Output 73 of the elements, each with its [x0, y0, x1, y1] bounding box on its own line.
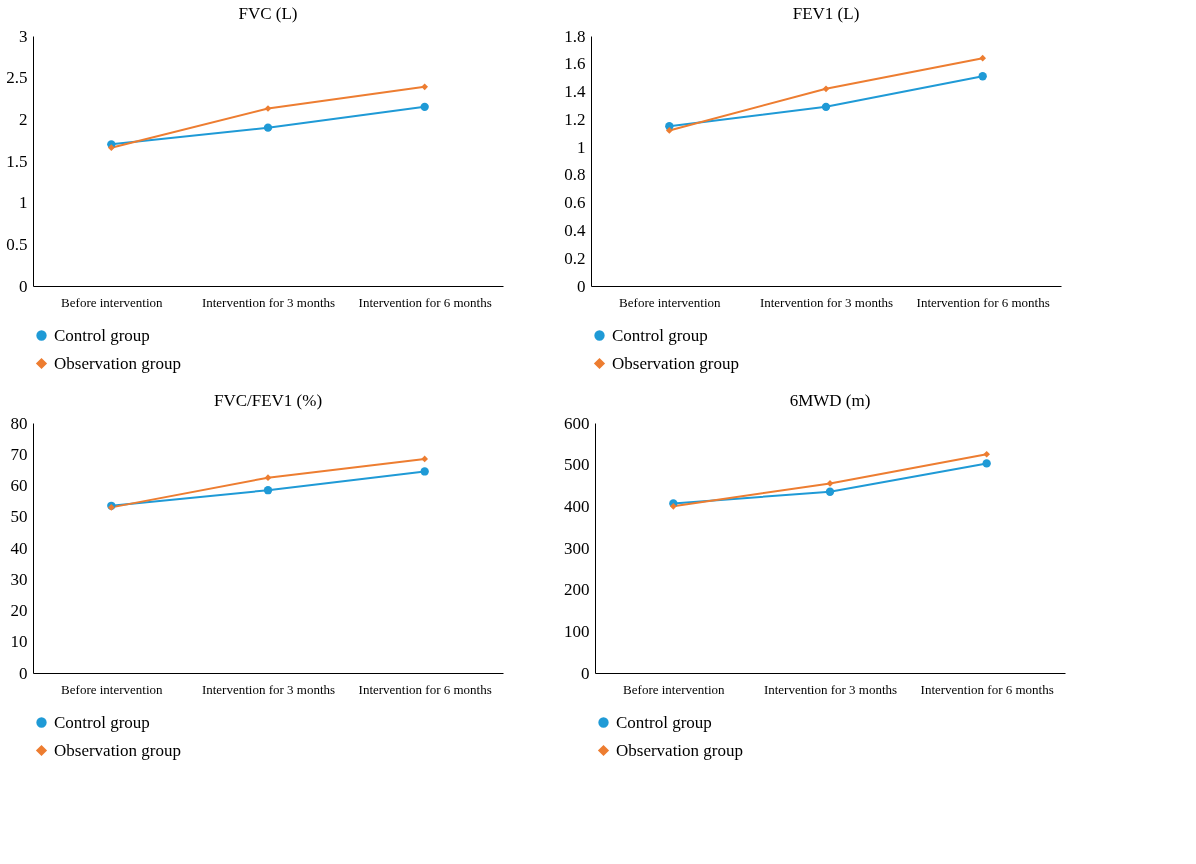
- x-tick-label: Intervention for 6 months: [920, 681, 1054, 697]
- chart-title: FVC (L): [238, 4, 298, 23]
- point: [263, 486, 273, 495]
- x-tick-label: Intervention for 3 months: [763, 681, 898, 697]
- y-tick-label: 600: [564, 413, 590, 433]
- x-tick-label: Before intervention: [623, 681, 726, 697]
- y-tick-label: 60: [10, 476, 28, 495]
- y-tick-label: 80: [10, 413, 28, 433]
- y-tick-label: 0.2: [564, 248, 586, 268]
- y-tick-label: 1.5: [6, 151, 28, 171]
- x-tick-label: Intervention for 6 months: [358, 294, 492, 310]
- point: [420, 467, 429, 476]
- y-tick-label: 0.5: [6, 234, 28, 254]
- point: [421, 83, 429, 91]
- y-tick-label: 70: [10, 444, 28, 464]
- y-tick-label: 1: [19, 193, 28, 213]
- y-tick-label: 1: [577, 137, 586, 157]
- y-tick-label: 2.5: [6, 68, 28, 88]
- y-tick-label: 0.6: [564, 193, 586, 213]
- x-tick-label: Intervention for 3 months: [201, 294, 336, 310]
- y-tick-label: 2: [19, 109, 28, 129]
- y-tick-label: 40: [10, 538, 28, 558]
- point: [665, 127, 673, 134]
- y-tick-label: 3: [19, 26, 28, 46]
- y-tick-label: 0: [19, 663, 28, 683]
- point: [979, 54, 987, 62]
- point: [421, 455, 429, 463]
- point: [978, 72, 987, 81]
- point: [264, 474, 272, 482]
- point: [107, 144, 115, 152]
- x-tick-label: Intervention for 6 months: [916, 294, 1050, 310]
- y-tick-label: 1.8: [564, 26, 586, 46]
- point: [420, 102, 429, 112]
- y-tick-label: 500: [564, 455, 590, 475]
- y-tick-label: 1.4: [564, 82, 586, 102]
- point: [983, 450, 991, 458]
- x-tick-label: Intervention for 3 months: [201, 681, 336, 697]
- y-tick-label: 0.4: [564, 220, 586, 240]
- x-tick-label: Before intervention: [619, 294, 722, 310]
- x-tick-label: Intervention for 6 months: [358, 681, 492, 697]
- legend-label: Control group: [54, 325, 150, 345]
- point: [982, 459, 991, 468]
- y-tick-label: 1.2: [564, 109, 586, 129]
- chart-title: FVC/FEV1 (%): [213, 391, 323, 410]
- y-tick-label: 0.8: [564, 165, 586, 185]
- y-tick-label: 0: [577, 276, 586, 296]
- legend-label: Observation group: [54, 740, 182, 760]
- y-tick-label: 10: [10, 632, 28, 652]
- point: [822, 85, 830, 93]
- y-tick-label: 0: [19, 276, 28, 296]
- legend-label: Control group: [616, 712, 712, 732]
- legend-label: Control group: [612, 325, 708, 345]
- chart-title: 6MWD (m): [789, 391, 871, 410]
- chart-title: FEV1 (L): [792, 4, 860, 23]
- y-tick-label: 50: [10, 507, 28, 527]
- point: [821, 102, 831, 112]
- y-tick-label: 200: [564, 580, 590, 600]
- y-tick-label: 30: [10, 569, 28, 589]
- legend-label: Observation group: [616, 740, 744, 760]
- y-tick-label: 400: [564, 496, 590, 516]
- x-tick-label: Before intervention: [61, 681, 164, 697]
- y-tick-label: 100: [564, 621, 590, 641]
- legend-label: Observation group: [612, 353, 740, 373]
- x-tick-label: Before intervention: [61, 294, 164, 310]
- legend-label: Observation group: [54, 353, 182, 373]
- y-tick-label: 0: [581, 663, 590, 683]
- point: [263, 123, 273, 132]
- legend-label: Control group: [54, 712, 150, 732]
- point: [825, 487, 835, 496]
- y-tick-label: 1.6: [564, 54, 586, 74]
- y-tick-label: 20: [10, 601, 28, 620]
- y-tick-label: 300: [564, 538, 590, 558]
- x-tick-label: Intervention for 3 months: [759, 294, 894, 310]
